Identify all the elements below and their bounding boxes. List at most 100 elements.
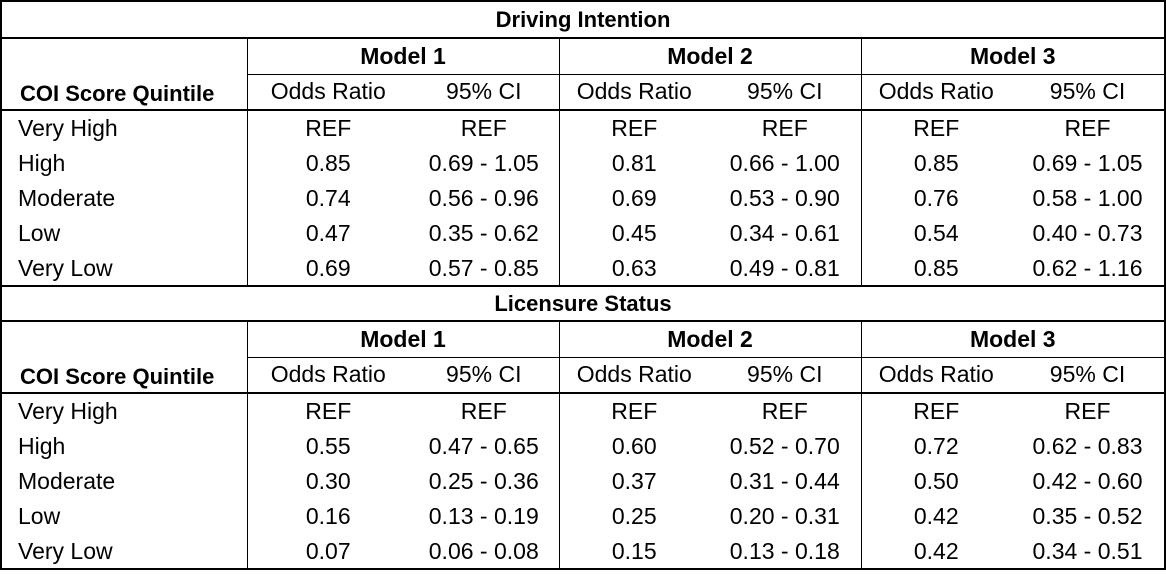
odds-ratio-header: Odds Ratio xyxy=(861,74,1011,111)
section-title: Driving Intention xyxy=(0,0,1166,39)
odds-ratio-cell: 0.76 xyxy=(913,185,959,211)
table-row: Very High REF REF REF REF REF REF xyxy=(0,110,1166,146)
odds-ratio-cell: 0.55 xyxy=(305,433,351,459)
odds-ratio-header: Odds Ratio xyxy=(559,357,709,394)
odds-ratio-cell: 0.81 xyxy=(611,150,657,176)
odds-ratio-cell: 0.42 xyxy=(913,503,959,529)
odds-ratio-cell: 0.74 xyxy=(305,185,351,211)
odds-ratio-cell: 0.50 xyxy=(913,468,959,494)
model-header: Model 2 xyxy=(559,321,862,358)
table-row: High 0.85 0.69 - 1.05 0.81 0.66 - 1.00 0.85 0.… xyxy=(0,146,1166,181)
ci-header: 95% CI xyxy=(709,74,862,111)
row-label: Very Low xyxy=(0,534,248,570)
ci-cell: REF xyxy=(709,393,862,429)
table-row: Very Low 0.07 0.06 - 0.08 0.15 0.13 - 0.18 0.… xyxy=(0,534,1166,570)
ci-cell: 0.06 - 0.08 xyxy=(409,534,560,570)
ci-cell: 0.34 - 0.61 xyxy=(709,216,862,251)
odds-ratio-cell: 0.47 xyxy=(305,220,351,246)
model-header-row: COI Score Quintile Model 1 Model 2 Model 3 xyxy=(0,38,1166,111)
ci-cell: 0.40 - 0.73 xyxy=(1011,216,1166,251)
row-label: High xyxy=(0,429,248,464)
ci-cell: REF xyxy=(709,110,862,146)
odds-ratio-cell: REF xyxy=(305,115,352,141)
odds-ratio-cell: 0.30 xyxy=(305,468,351,494)
table-row: Very Low 0.69 0.57 - 0.85 0.63 0.49 - 0.81 0.… xyxy=(0,251,1166,287)
section-title: Licensure Status xyxy=(0,285,1166,322)
ci-cell: 0.25 - 0.36 xyxy=(409,464,560,499)
row-label: Very Low xyxy=(0,251,248,287)
odds-ratio-cell: 0.69 xyxy=(247,251,409,287)
odds-ratio-cell: 0.07 xyxy=(247,534,409,570)
table-row: Moderate 0.74 0.56 - 0.96 0.69 0.53 - 0.90 0.… xyxy=(0,181,1166,216)
odds-ratio-cell: 0.85 xyxy=(913,150,959,176)
row-header-label: COI Score Quintile xyxy=(0,38,248,111)
odds-ratio-cell: 0.42 xyxy=(861,534,1011,570)
odds-ratio-cell: 0.45 xyxy=(611,220,657,246)
ci-cell: 0.49 - 0.81 xyxy=(709,251,862,287)
row-label: Low xyxy=(0,499,248,534)
ci-cell: 0.62 - 1.16 xyxy=(1011,251,1166,287)
ci-header: 95% CI xyxy=(409,74,560,111)
odds-ratio-cell: 0.85 xyxy=(305,150,351,176)
ci-cell: 0.69 - 1.05 xyxy=(1011,146,1166,181)
odds-ratio-header: Odds Ratio xyxy=(559,74,709,111)
ci-cell: 0.47 - 0.65 xyxy=(409,429,560,464)
ci-cell: 0.53 - 0.90 xyxy=(709,181,862,216)
ci-cell: 0.13 - 0.18 xyxy=(709,534,862,570)
ci-header: 95% CI xyxy=(409,357,560,394)
ci-cell: 0.35 - 0.62 xyxy=(409,216,560,251)
ci-cell: 0.42 - 0.60 xyxy=(1011,464,1166,499)
ci-cell: 0.31 - 0.44 xyxy=(709,464,862,499)
odds-ratio-cell: 0.16 xyxy=(305,503,351,529)
model-header: Model 3 xyxy=(861,38,1166,75)
row-label: Very High xyxy=(0,393,248,429)
ci-cell: 0.56 - 0.96 xyxy=(409,181,560,216)
sub-header-row: Odds Ratio 95% CI Odds Ratio 95% CI Odds Rat… xyxy=(1,357,1166,394)
ci-cell: 0.13 - 0.19 xyxy=(409,499,560,534)
odds-ratio-cell: 0.72 xyxy=(913,433,959,459)
row-label: Moderate xyxy=(0,464,248,499)
row-header-label: COI Score Quintile xyxy=(0,321,248,394)
table-row: Low 0.16 0.13 - 0.19 0.25 0.20 - 0.31 0.42 0.3… xyxy=(0,499,1166,534)
odds-ratio-cell: REF xyxy=(611,398,658,424)
odds-ratio-header: Odds Ratio xyxy=(247,357,409,394)
odds-ratio-cell: REF xyxy=(305,398,352,424)
ci-cell: 0.57 - 0.85 xyxy=(409,251,560,287)
odds-ratio-cell: 0.60 xyxy=(611,433,657,459)
ci-cell: 0.66 - 1.00 xyxy=(709,146,862,181)
odds-ratio-cell: 0.15 xyxy=(559,534,709,570)
ci-header: 95% CI xyxy=(1011,357,1166,394)
odds-ratio-cell: 0.69 xyxy=(611,185,657,211)
ci-cell: REF xyxy=(409,393,560,429)
ci-cell: REF xyxy=(409,110,560,146)
row-label: Moderate xyxy=(0,181,248,216)
ci-cell: REF xyxy=(1011,393,1166,429)
ci-cell: REF xyxy=(1011,110,1166,146)
section-title-row: Licensure Status xyxy=(0,285,1166,322)
table-row: Low 0.47 0.35 - 0.62 0.45 0.34 - 0.61 0.54 0.4… xyxy=(0,216,1166,251)
odds-ratio-cell: 0.63 xyxy=(559,251,709,287)
ci-cell: 0.69 - 1.05 xyxy=(409,146,560,181)
odds-ratio-header: Odds Ratio xyxy=(247,74,409,111)
row-label: Low xyxy=(0,216,248,251)
sub-header-row: Odds Ratio 95% CI Odds Ratio 95% CI Odds Rat… xyxy=(1,74,1166,111)
model-header: Model 2 xyxy=(559,38,862,75)
model-header: Model 3 xyxy=(861,321,1166,358)
ci-header: 95% CI xyxy=(709,357,862,394)
odds-ratio-cell: 0.85 xyxy=(861,251,1011,287)
odds-ratio-cell: REF xyxy=(611,115,658,141)
table-row: Moderate 0.30 0.25 - 0.36 0.37 0.31 - 0.44 0.… xyxy=(0,464,1166,499)
model-header-row: COI Score Quintile Model 1 Model 2 Model 3 xyxy=(0,321,1166,394)
ci-cell: 0.62 - 0.83 xyxy=(1011,429,1166,464)
odds-ratio-cell: REF xyxy=(913,398,960,424)
ci-cell: 0.52 - 0.70 xyxy=(709,429,862,464)
odds-ratio-cell: 0.25 xyxy=(611,503,657,529)
odds-ratio-cell: REF xyxy=(913,115,960,141)
ci-cell: 0.58 - 1.00 xyxy=(1011,181,1166,216)
table-row: Very High REF REF REF REF REF REF xyxy=(0,393,1166,429)
section-title-row: Driving Intention xyxy=(0,0,1166,39)
ci-header: 95% CI xyxy=(1011,74,1166,111)
ci-cell: 0.35 - 0.52 xyxy=(1011,499,1166,534)
table-row: High 0.55 0.47 - 0.65 0.60 0.52 - 0.70 0.72 0.… xyxy=(0,429,1166,464)
